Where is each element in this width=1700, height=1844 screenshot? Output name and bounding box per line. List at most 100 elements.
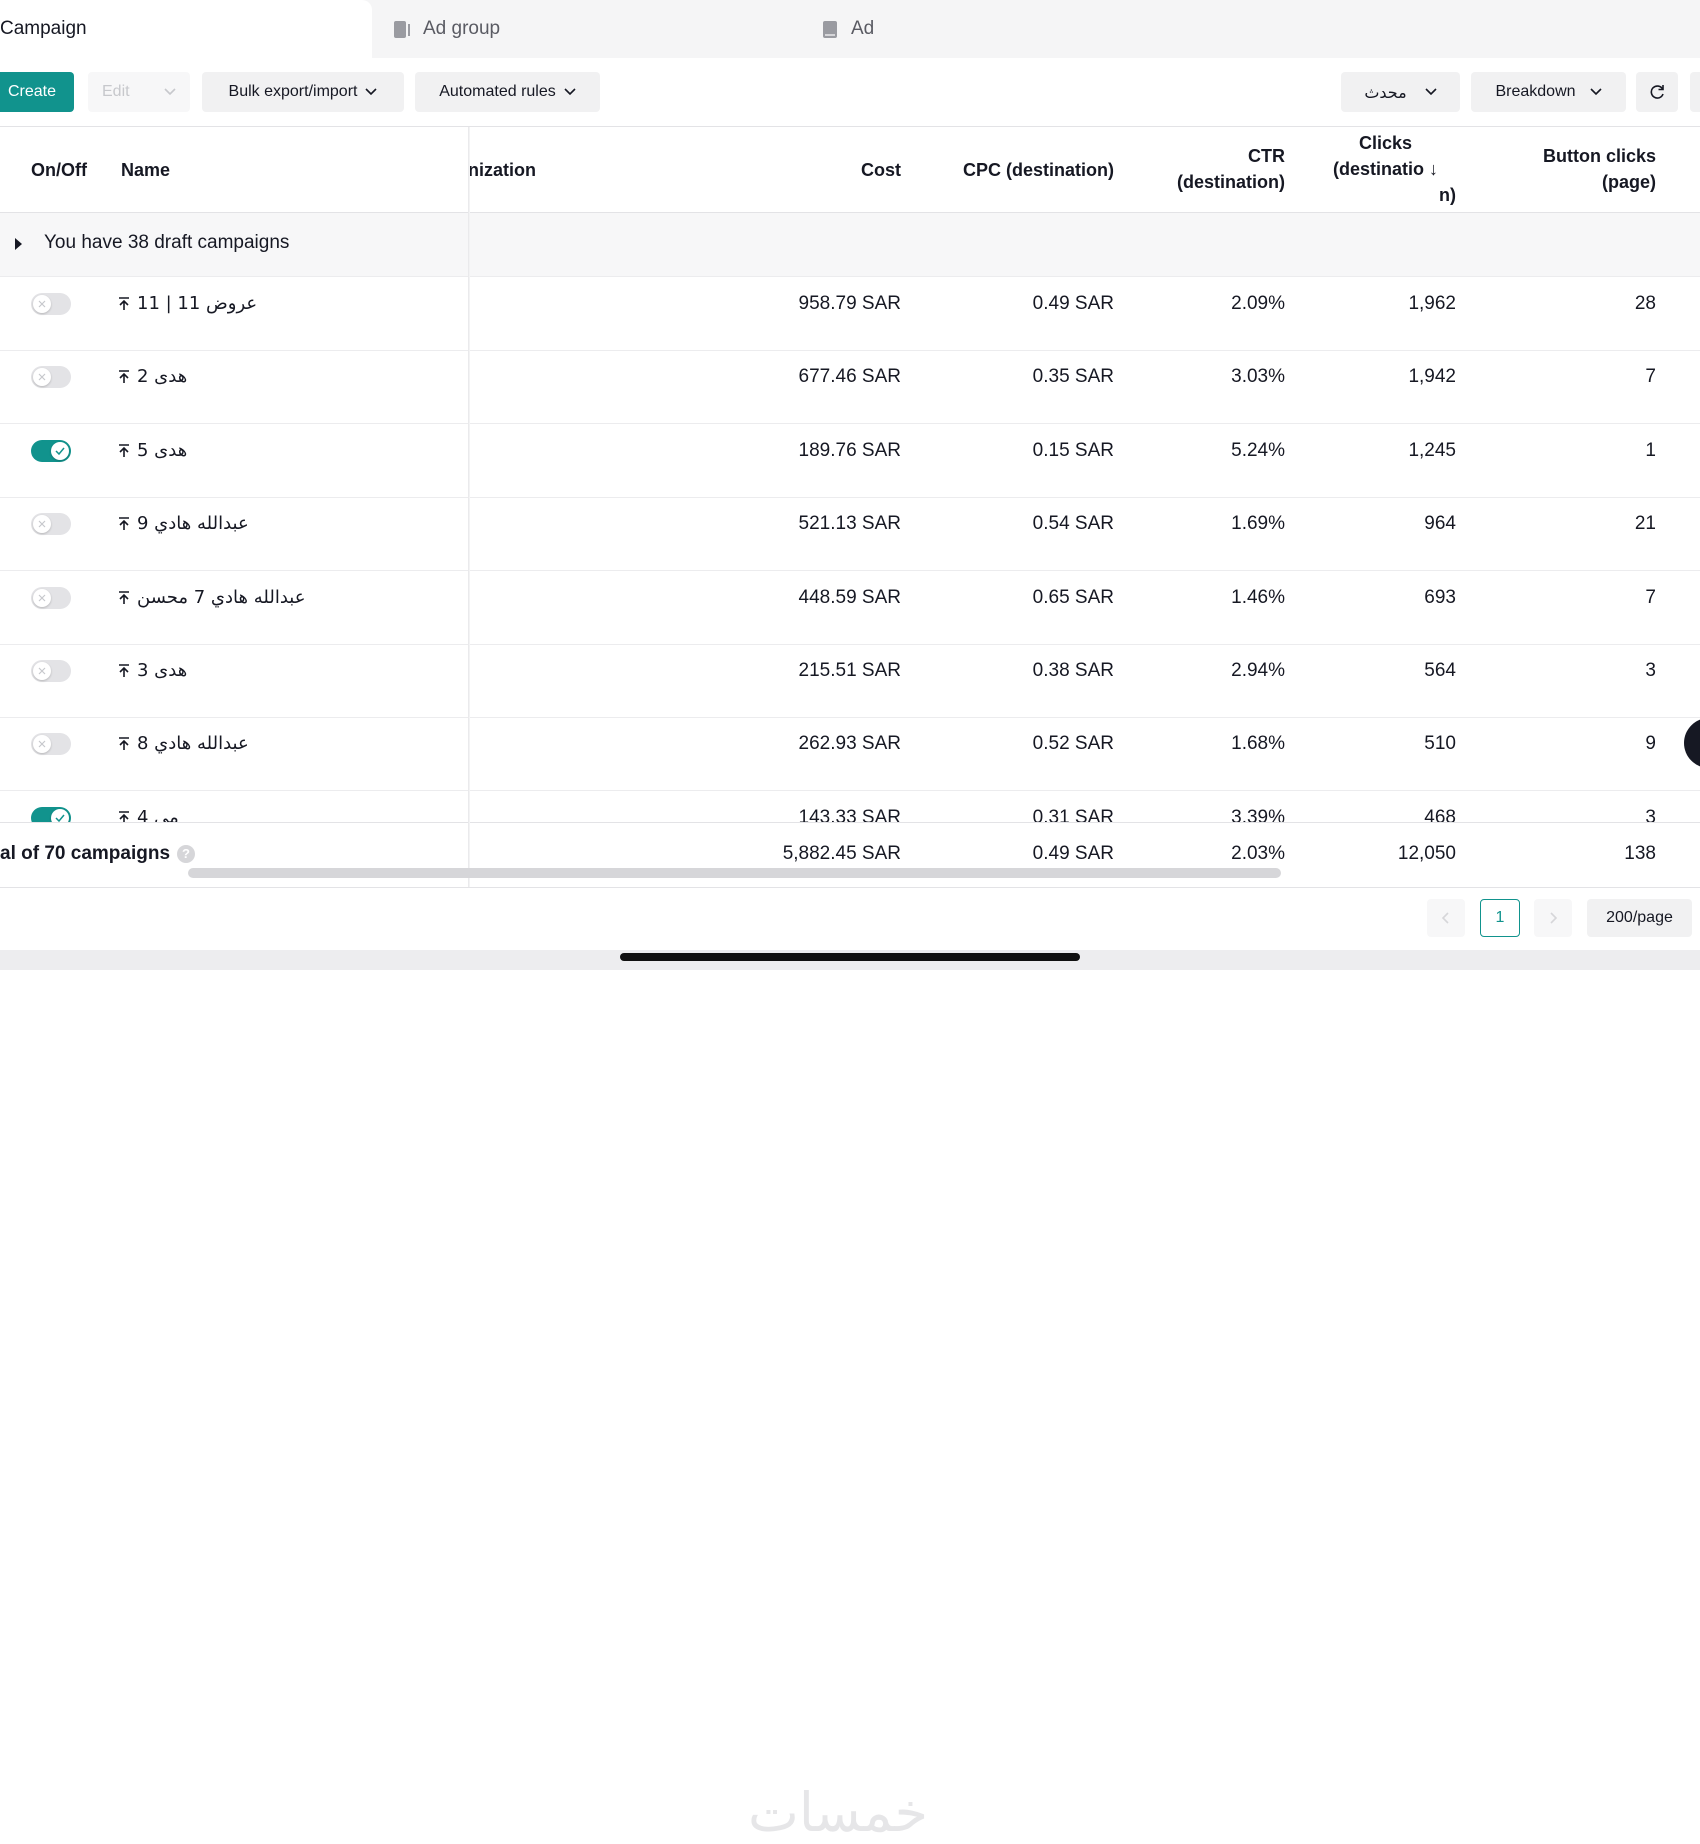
edit-dropdown[interactable]: Edit: [88, 72, 190, 112]
clicks-cell: 1,942: [1408, 366, 1456, 388]
column-clicks-line3: n): [1439, 185, 1456, 205]
column-cpc[interactable]: CPC (destination): [963, 160, 1114, 180]
refresh-button[interactable]: [1636, 72, 1678, 112]
column-button-clicks-line2: (page): [1602, 172, 1656, 192]
create-button[interactable]: Create: [0, 72, 74, 112]
automated-rules-label: Automated rules: [439, 83, 556, 100]
clicks-cell: 564: [1424, 660, 1456, 681]
create-button-label: Create: [7, 83, 57, 100]
cost-cell: 189.76 SAR: [798, 439, 901, 461]
button-clicks-cell: 3: [1645, 806, 1656, 828]
home-indicator: [620, 953, 1080, 961]
campaign-type-icon: [119, 297, 129, 310]
refresh-icon: [1650, 85, 1664, 99]
breakdown-dropdown[interactable]: Breakdown: [1471, 72, 1626, 112]
page-1-button[interactable]: 1: [1480, 899, 1520, 937]
floating-action-button[interactable]: [1684, 718, 1700, 768]
draft-campaigns-row[interactable]: You have 38 draft campaigns: [0, 213, 1700, 277]
automated-rules-dropdown[interactable]: Automated rules: [415, 72, 600, 112]
tab-campaign[interactable]: Campaign: [0, 0, 372, 58]
status-toggle[interactable]: [31, 366, 71, 389]
cpc-cell: 0.65 SAR: [1032, 586, 1114, 608]
total-button-clicks: 138: [1624, 843, 1656, 864]
column-clicks[interactable]: Clicks (destinatio ↓ n): [1315, 130, 1456, 208]
status-toggle[interactable]: [31, 586, 71, 609]
campaign-name-text: عبدالله هادي 8: [137, 733, 249, 755]
total-label: al of 70 campaigns ?: [0, 841, 196, 867]
sort-descending-icon[interactable]: ↓: [1429, 159, 1439, 179]
column-name[interactable]: Name: [121, 160, 171, 180]
total-cpc: 0.49 SAR: [1032, 843, 1114, 864]
table-row[interactable]: هدى 3 215.51 SAR 0.38 SAR 2.94% 564 3: [0, 644, 1700, 718]
more-button[interactable]: [1690, 72, 1700, 112]
chevron-right-icon: [1550, 912, 1558, 924]
column-clicks-line2-text: (destinatio: [1332, 159, 1424, 179]
tab-ad-label: Ad: [851, 18, 875, 39]
close-icon: [33, 735, 51, 754]
cpc-cell: 0.49 SAR: [1032, 293, 1114, 314]
chevron-down-icon: [164, 88, 176, 96]
cpc-cell: 0.54 SAR: [1032, 513, 1114, 535]
campaign-name[interactable]: هدى 2: [117, 364, 187, 390]
tab-campaign-label: Campaign: [0, 18, 87, 39]
help-icon[interactable]: ?: [177, 845, 196, 863]
chevron-down-icon: [1589, 88, 1602, 96]
table-row[interactable]: هدى 2 677.46 SAR 0.35 SAR 3.03% 1,942 7: [0, 350, 1700, 425]
button-clicks-cell: 9: [1645, 733, 1656, 755]
total-clicks: 12,050: [1397, 843, 1456, 864]
column-optimization[interactable]: nization: [468, 160, 536, 180]
campaign-name-text: هدى 2: [137, 366, 188, 388]
status-toggle[interactable]: [31, 660, 71, 682]
close-icon: [33, 662, 51, 680]
status-toggle[interactable]: [31, 513, 71, 536]
chevron-down-icon: [1425, 88, 1437, 96]
page-size-select[interactable]: 200/page: [1587, 899, 1692, 937]
column-cost[interactable]: Cost: [861, 160, 901, 180]
campaign-table: On/Off Name nization Cost CPC (destinati…: [0, 127, 1700, 887]
cost-cell: 215.51 SAR: [798, 660, 901, 681]
status-toggle[interactable]: [31, 439, 71, 462]
campaign-name[interactable]: عروض 11 | 11: [117, 291, 257, 317]
draft-campaigns-text: You have 38 draft campaigns: [44, 232, 290, 253]
chevron-down-icon: [564, 88, 576, 96]
table-row[interactable]: عبدالله هادي 9 521.13 SAR 0.54 SAR 1.69% 964…: [0, 497, 1700, 572]
column-button-clicks[interactable]: Button clicks (page): [1480, 143, 1656, 195]
cost-cell: 958.79 SAR: [798, 293, 901, 314]
campaign-name[interactable]: عبدالله هادي 7 محسن: [117, 585, 305, 611]
next-page-button[interactable]: [1534, 899, 1572, 937]
table-row[interactable]: عبدالله هادي 8 262.93 SAR 0.52 SAR 1.68% 510…: [0, 717, 1700, 792]
ctr-cell: 1.69%: [1231, 513, 1285, 535]
campaign-name[interactable]: عبدالله هادي 9: [117, 511, 249, 537]
column-clicks-line2: (destinatio ↓: [1315, 156, 1456, 182]
toolbar: Create Edit Bulk export/import Automated…: [0, 58, 1700, 127]
cost-cell: 677.46 SAR: [798, 366, 901, 388]
cost-cell: 262.93 SAR: [798, 733, 901, 755]
tab-ad-group[interactable]: Ad group: [394, 0, 654, 58]
table-header: On/Off Name nization Cost CPC (destinati…: [0, 127, 1700, 213]
campaign-name[interactable]: هدى 3: [117, 658, 187, 684]
expand-triangle-icon[interactable]: [15, 238, 22, 250]
column-button-clicks-line1: Button clicks: [1542, 146, 1656, 166]
campaign-name-text: عبدالله هادي 9: [137, 513, 249, 535]
table-row[interactable]: هدى 5 189.76 SAR 0.15 SAR 5.24% 1,245 1: [0, 424, 1700, 498]
clicks-cell: 693: [1424, 586, 1456, 608]
total-cost: 5,882.45 SAR: [782, 843, 901, 864]
table-row[interactable]: عبدالله هادي 7 محسن 448.59 SAR 0.65 SAR 1.4…: [0, 571, 1700, 645]
cpc-cell: 0.35 SAR: [1032, 366, 1114, 388]
status-toggle[interactable]: [31, 293, 71, 315]
bulk-export-import-dropdown[interactable]: Bulk export/import: [202, 72, 404, 112]
column-ctr[interactable]: CTR (destination): [1140, 143, 1285, 195]
status-toggle[interactable]: [31, 733, 71, 756]
cpc-cell: 0.15 SAR: [1032, 439, 1114, 461]
campaign-type-icon: [119, 370, 129, 384]
campaign-name[interactable]: عبدالله هادي 8: [117, 731, 249, 757]
column-on-off[interactable]: On/Off: [31, 160, 87, 180]
custom-columns-dropdown[interactable]: محدث: [1341, 72, 1460, 112]
horizontal-scrollbar[interactable]: [188, 868, 1281, 878]
table-row[interactable]: عروض 11 | 11 958.79 SAR 0.49 SAR 2.09% 1,962…: [0, 277, 1700, 351]
ad-group-icon: [394, 20, 410, 38]
campaign-name[interactable]: هدى 5: [117, 438, 187, 464]
bulk-export-import-label: Bulk export/import: [228, 83, 358, 100]
tab-ad[interactable]: Ad: [822, 0, 1022, 58]
prev-page-button[interactable]: [1427, 899, 1465, 937]
